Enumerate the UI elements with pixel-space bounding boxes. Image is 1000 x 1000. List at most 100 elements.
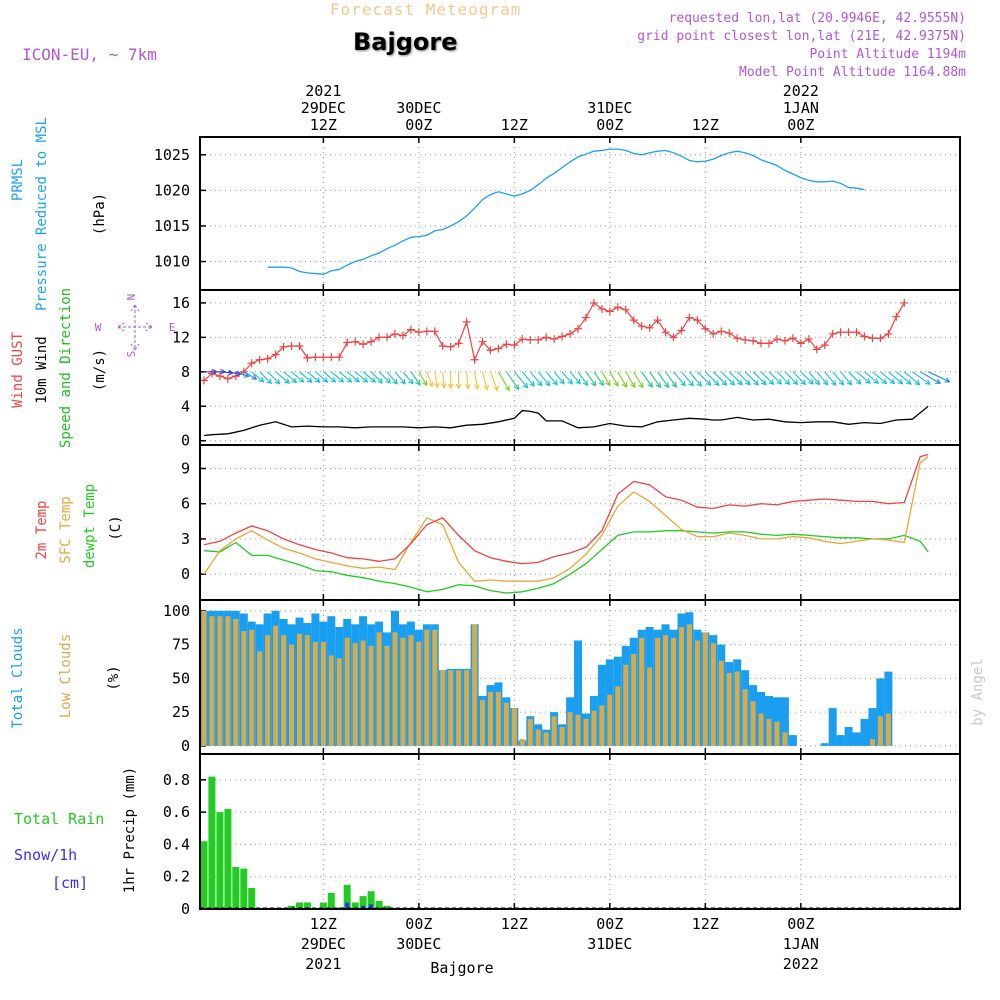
gust-marker xyxy=(820,341,829,350)
gust-marker xyxy=(574,324,583,333)
wind-direction-arrow xyxy=(299,371,313,383)
top-time-label: 30DEC xyxy=(396,99,441,117)
wind-direction-arrow xyxy=(394,371,406,385)
wind-direction-arrow xyxy=(895,371,912,385)
gust-marker xyxy=(852,328,861,337)
gust-marker xyxy=(446,342,455,351)
bottom-time-label: 12Z xyxy=(310,915,337,933)
rain-bar xyxy=(240,868,248,909)
low-cloud-bar xyxy=(464,670,470,746)
wind-direction-arrow xyxy=(354,371,369,383)
gust-marker xyxy=(685,313,694,322)
low-cloud-bar xyxy=(774,721,780,746)
wind-direction-arrow xyxy=(433,371,440,389)
low-cloud-bar xyxy=(480,700,485,746)
pressure-label: PRMSL xyxy=(10,159,26,201)
low-cloud-bar xyxy=(432,629,438,746)
gust-marker xyxy=(796,339,805,348)
rain-bar xyxy=(248,888,256,909)
wind-direction-arrow xyxy=(474,371,480,391)
total-cloud-bar xyxy=(860,718,869,746)
low-cloud-bar xyxy=(535,729,541,746)
total-cloud-bar xyxy=(828,708,837,746)
wind-direction-arrow xyxy=(291,371,305,383)
y-tick-label: 0.6 xyxy=(163,803,190,821)
wind-direction-arrow xyxy=(720,371,736,386)
low-cloud-bar xyxy=(742,689,748,746)
rain-bar xyxy=(216,812,224,909)
bottom-time-label: 00Z xyxy=(787,915,814,933)
rain-bar xyxy=(208,776,216,909)
low-cloud-bar xyxy=(384,645,390,746)
snow-bar xyxy=(369,904,374,909)
low-cloud-bar xyxy=(225,616,231,746)
total-cloud-bar xyxy=(852,732,861,746)
snow-bar xyxy=(345,902,350,909)
gust-marker xyxy=(709,329,718,338)
wind-direction-arrow xyxy=(816,371,829,386)
y-tick-label: 3 xyxy=(181,530,190,548)
low-cloud-bar xyxy=(615,686,621,746)
top-time-label: 12Z xyxy=(692,116,719,134)
gust-marker xyxy=(765,339,774,348)
gust-marker xyxy=(653,316,662,325)
low-cloud-bar xyxy=(647,667,653,746)
low-cloud-bar xyxy=(583,718,589,746)
low-cloud-bar xyxy=(400,637,406,746)
low-cloud-bar xyxy=(273,625,279,746)
low-cloud-bar xyxy=(336,658,342,746)
low-cloud-bar xyxy=(679,627,684,746)
top-time-label: 1JAN xyxy=(783,99,819,117)
wind-label: 10m Wind xyxy=(34,336,50,403)
total-cloud-bar xyxy=(820,743,829,746)
total-cloud-bar xyxy=(868,708,877,746)
wind-direction-arrow xyxy=(704,371,720,387)
sfc-temp-label: SFC Temp xyxy=(58,496,74,563)
y-tick-label: 6 xyxy=(181,495,190,513)
wind-direction-arrow xyxy=(657,371,670,389)
wind-direction-arrow xyxy=(872,371,888,385)
low-cloud-bar xyxy=(551,716,557,746)
low-cloud-bar xyxy=(543,732,549,746)
low-cloud-bar xyxy=(241,631,247,746)
gust-marker xyxy=(860,332,869,341)
gust-marker xyxy=(621,305,630,314)
gust-marker xyxy=(287,341,296,350)
y-tick-label: 8 xyxy=(181,363,190,381)
sfc-temp-line xyxy=(203,456,929,582)
2m-temp-label: 2m Temp xyxy=(34,500,50,559)
wind-direction-arrow xyxy=(617,371,628,388)
wind-direction-arrow xyxy=(768,371,783,385)
gust-marker xyxy=(255,355,264,364)
gust-marker xyxy=(581,313,590,322)
low-cloud-bar xyxy=(376,632,382,746)
wind-direction-arrow xyxy=(633,371,644,389)
gust-marker xyxy=(398,331,407,340)
top-time-label: 31DEC xyxy=(587,99,632,117)
gust-marker xyxy=(637,322,646,331)
top-time-label: 29DEC xyxy=(301,99,346,117)
low-cloud-bar xyxy=(877,716,883,746)
wind-direction-arrow xyxy=(864,371,880,385)
low-cloud-bar xyxy=(209,616,215,746)
gust-marker xyxy=(438,341,447,350)
wind-direction-arrow xyxy=(537,371,551,387)
wind-direction-arrow xyxy=(880,371,896,385)
low-cloud-bar xyxy=(312,641,318,746)
top-time-label: 00Z xyxy=(787,116,814,134)
location-name: Bajgore xyxy=(353,28,458,56)
credit-text: by Angel xyxy=(970,658,986,725)
wind-direction-arrow xyxy=(455,371,462,390)
total-cloud-bar xyxy=(597,664,606,746)
gust-marker xyxy=(749,336,758,345)
y-tick-label: 0 xyxy=(181,432,190,450)
gust-marker xyxy=(629,316,638,325)
wind-direction-arrow xyxy=(545,371,558,386)
rain-bar xyxy=(303,902,311,909)
wind-direction-arrow xyxy=(346,371,360,383)
y-tick-label: 16 xyxy=(172,294,190,312)
gust-marker xyxy=(422,327,431,336)
wind-direction-arrow xyxy=(440,371,447,389)
low-cloud-bar xyxy=(631,654,637,746)
gust-marker xyxy=(693,316,702,325)
